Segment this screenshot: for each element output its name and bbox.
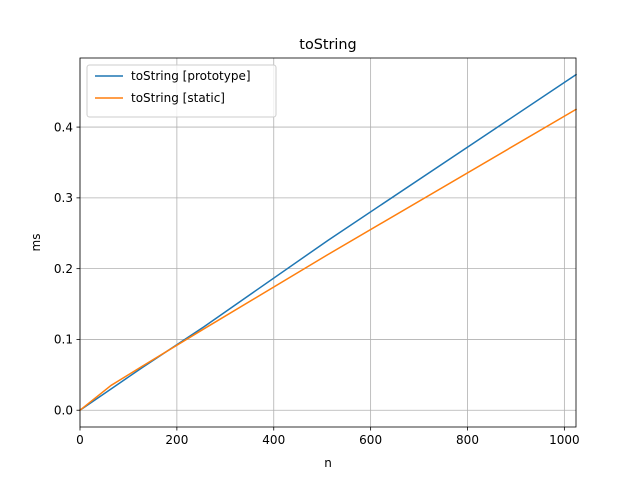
- x-tick-label: 600: [359, 433, 382, 447]
- x-tick-label: 400: [262, 433, 285, 447]
- y-tick-label: 0.3: [54, 191, 73, 205]
- y-axis-ticks: 0.0 0.1 0.2 0.3 0.4: [54, 120, 80, 417]
- y-tick-label: 0.4: [54, 120, 73, 134]
- chart-title: toString: [299, 37, 356, 53]
- series-lines: [78, 73, 578, 412]
- x-tick-label: 800: [456, 433, 479, 447]
- legend: toString [prototype] toString [static]: [86, 64, 277, 118]
- legend-label-2: toString [static]: [131, 91, 225, 105]
- x-axis-ticks: 0 200 400 600 800 1000: [76, 427, 580, 447]
- legend-box: [86, 64, 277, 118]
- x-axis-label: n: [324, 456, 332, 470]
- y-tick-label: 0.1: [54, 333, 73, 347]
- grid: [79, 58, 576, 427]
- x-tick-label: 200: [165, 433, 188, 447]
- x-tick-label: 0: [76, 433, 84, 447]
- y-tick-label: 0.0: [54, 403, 73, 417]
- series-line-2: [78, 108, 578, 412]
- y-tick-label: 0.2: [54, 262, 73, 276]
- plot-frame: [79, 57, 577, 428]
- legend-label-1: toString [prototype]: [131, 69, 251, 83]
- y-axis-label: ms: [29, 234, 43, 252]
- x-tick-label: 1000: [549, 433, 580, 447]
